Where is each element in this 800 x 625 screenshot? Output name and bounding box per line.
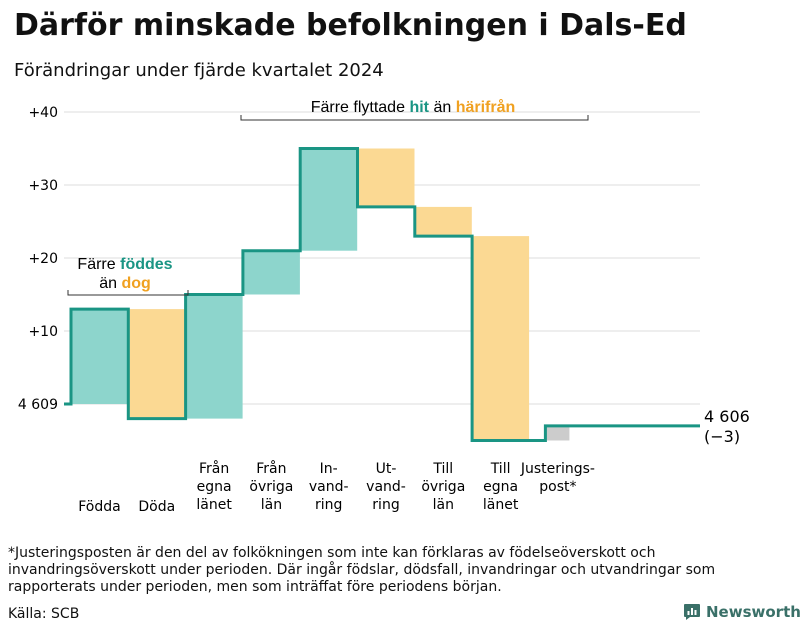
newsworthy-logo: Newsworthy (683, 602, 800, 622)
newsworthy-logo-icon (684, 604, 700, 620)
chart-title: Därför minskade befolkningen i Dals-Ed (14, 8, 687, 43)
annotation-migration-hit: hit (409, 99, 429, 116)
cumulative-step-line (64, 147, 700, 442)
annotation-births-bracket (67, 290, 189, 296)
annotation-migration: Färre flyttade hit än härifrån (240, 98, 589, 121)
step-line (64, 147, 700, 442)
waterfall-bar (357, 148, 415, 207)
source: Källa: SCB (8, 606, 80, 622)
bars (71, 148, 570, 441)
category-label: Döda (138, 499, 175, 515)
annotation-migration-prefix: Färre flyttade (311, 99, 405, 116)
category-label: Från egna länet (196, 460, 232, 513)
annotation-migration-harifran: härifrån (456, 98, 516, 116)
annotation-births-middle: än (99, 275, 117, 292)
annotation-migration-bracket (240, 115, 589, 121)
footnote: *Justeringsposten är den del av folkökni… (8, 545, 716, 595)
chart-subtitle: Förändringar under fjärde kvartalet 2024 (14, 60, 384, 81)
annotation-migration-middle: än (433, 99, 451, 116)
waterfall-bar (545, 425, 570, 441)
annotation-births-prefix: Färre (77, 256, 115, 273)
annotation-births: Färre föddes än dog (67, 256, 189, 296)
category-label: Från övriga län (249, 460, 293, 513)
waterfall-bar (71, 309, 128, 404)
svg-text:än dog: än dog (99, 275, 151, 292)
category-label: Justerings-post* (520, 461, 595, 495)
annotation-births-dog: dog (121, 275, 150, 292)
waterfall-bar (242, 250, 300, 295)
waterfall-bar (414, 206, 472, 237)
start-value-label: 4 609 (18, 397, 58, 413)
category-label: Till egna länet (483, 461, 519, 513)
waterfall-bar (472, 236, 530, 441)
waterfall-bar (185, 294, 243, 419)
y-tick-label: +30 (28, 178, 58, 194)
newsworthy-logo-text: Newsworthy (706, 603, 800, 621)
y-tick-label: +40 (28, 105, 58, 121)
waterfall-bar (300, 148, 358, 251)
category-label: Ut-vand-ring (366, 461, 406, 513)
category-label: In-vand-ring (309, 461, 349, 513)
waterfall-chart: +40 +30 +20 +10 Födda Döda Från egna länet Från ö… (18, 98, 750, 515)
waterfall-bar (128, 309, 186, 419)
y-axis-ticks: +40 +30 +20 +10 (28, 105, 58, 340)
svg-text:Färre föddes: Färre föddes (77, 256, 172, 273)
svg-text:Färre flyttade hit: Färre flyttade hit än härifrån (311, 98, 516, 116)
category-labels: Födda Döda Från egna länet Från övriga län In-va… (78, 460, 595, 515)
annotation-births-word: föddes (120, 256, 173, 273)
end-value-label: 4 606 (704, 407, 750, 426)
y-tick-label: +20 (28, 251, 58, 267)
category-label: Till övriga län (421, 461, 465, 513)
category-label: Födda (78, 499, 120, 515)
y-tick-label: +10 (28, 324, 58, 340)
end-change-label: (−3) (704, 427, 740, 446)
